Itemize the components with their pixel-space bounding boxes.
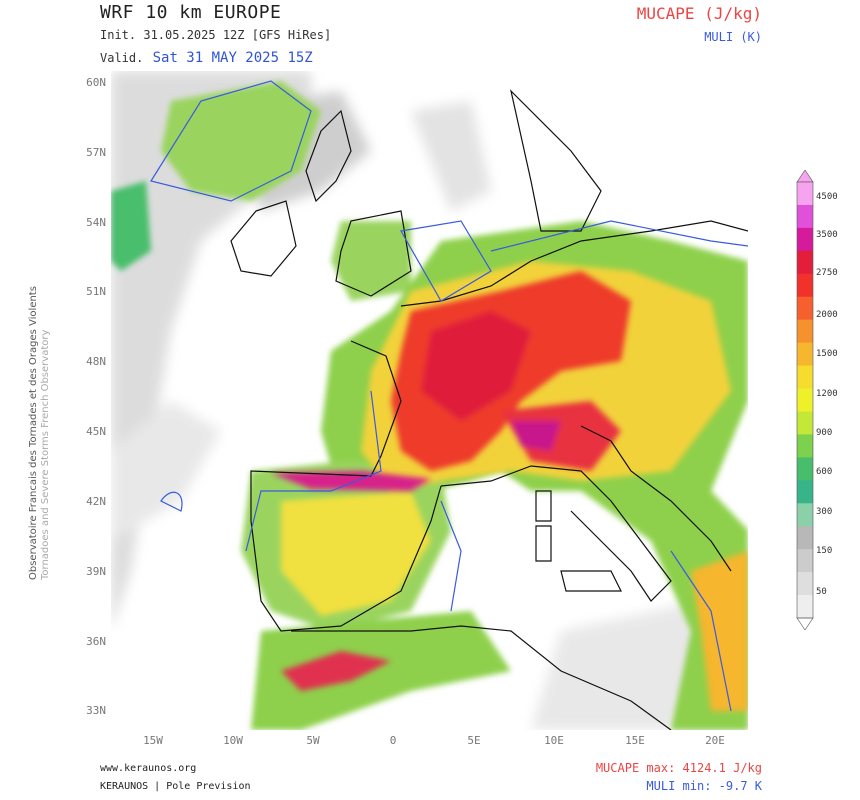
colorbar-segment: [797, 526, 813, 550]
colorbar-label-2000: 2000: [816, 310, 838, 320]
colorbar-label-3500: 3500: [816, 230, 838, 240]
mucape-max: MUCAPE max: 4124.1 J/kg: [595, 761, 762, 775]
colorbar-border: [796, 181, 814, 619]
colorbar-segment: [797, 273, 813, 298]
lat-label-45n: 45N: [86, 425, 106, 438]
colorbar-segment: [797, 480, 813, 504]
colorbar-label-4500: 4500: [816, 192, 838, 202]
colorbar-segment: [797, 204, 813, 229]
colorbar-label-300: 300: [816, 507, 833, 517]
colorbar-segment: [797, 296, 813, 321]
colorbar: [796, 170, 814, 630]
colorbar-segment: [797, 227, 813, 252]
colorbar-label-1500: 1500: [816, 349, 838, 359]
variable-title: MUCAPE (J/kg): [636, 4, 762, 23]
lat-label-33n: 33N: [86, 704, 106, 717]
valid-time: Valid. Sat 31 MAY 2025 15Z: [100, 50, 313, 66]
lat-label-51n: 51N: [86, 285, 106, 298]
chart-title: WRF 10 km EUROPE: [100, 2, 282, 23]
colorbar-segment: [797, 342, 813, 367]
lat-label-42n: 42N: [86, 495, 106, 508]
extreme-cape-field: [271, 271, 631, 691]
lon-label-5w: 5W: [306, 734, 320, 747]
colorbar-segment: [797, 411, 813, 435]
colorbar-label-900: 900: [816, 428, 833, 438]
colorbar-bottom-arrow: [796, 617, 814, 630]
colorbar-label-1200: 1200: [816, 389, 838, 399]
muli-contours: [150, 80, 748, 712]
muli-min: MULI min: -9.7 K: [646, 779, 762, 793]
lon-label-10w: 10W: [223, 734, 243, 747]
valid-label: Valid.: [100, 51, 144, 65]
lon-label-20e: 20E: [705, 734, 725, 747]
colorbar-segment: [797, 457, 813, 481]
colorbar-segment: [797, 250, 813, 275]
init-time: Init. 31.05.2025 12Z [GFS HiRes]: [100, 28, 332, 42]
valid-value: Sat 31 MAY 2025 15Z: [152, 50, 313, 66]
colorbar-segment: [797, 319, 813, 344]
colorbar-segment: [797, 595, 813, 619]
colorbar-label-2750: 2750: [816, 268, 838, 278]
lat-label-57n: 57N: [86, 146, 106, 159]
lat-label-60n: 60N: [86, 76, 106, 89]
coastlines: [230, 89, 748, 730]
side-label-french: Observatoire Francais des Tornades et de…: [28, 286, 39, 580]
organization-name: KERAUNOS | Pole Prevision: [100, 781, 251, 792]
weather-map[interactable]: [111, 71, 748, 730]
colorbar-label-600: 600: [816, 467, 833, 477]
lon-label-5e: 5E: [467, 734, 481, 747]
colorbar-top-arrow: [796, 170, 814, 183]
colorbar-label-150: 150: [816, 546, 833, 556]
colorbar-segment: [797, 572, 813, 596]
website-url[interactable]: www.keraunos.org: [100, 763, 197, 774]
colorbar-segment: [797, 365, 813, 390]
lon-label-15e: 15E: [625, 734, 645, 747]
lat-label-39n: 39N: [86, 565, 106, 578]
lon-label-10e: 10E: [544, 734, 564, 747]
side-label-english: Tornadoes and Severe Storms French Obser…: [40, 329, 51, 580]
colorbar-segment: [797, 503, 813, 527]
lon-label-15w: 15W: [143, 734, 163, 747]
colorbar-segment: [797, 434, 813, 458]
lat-label-36n: 36N: [86, 635, 106, 648]
lat-label-48n: 48N: [86, 355, 106, 368]
lat-label-54n: 54N: [86, 216, 106, 229]
lon-label-0: 0: [389, 734, 397, 747]
colorbar-segment: [797, 388, 813, 412]
colorbar-segment: [797, 549, 813, 573]
overlay-title: MULI (K): [704, 30, 762, 44]
colorbar-segment: [797, 182, 813, 206]
colorbar-label-50: 50: [816, 587, 827, 597]
